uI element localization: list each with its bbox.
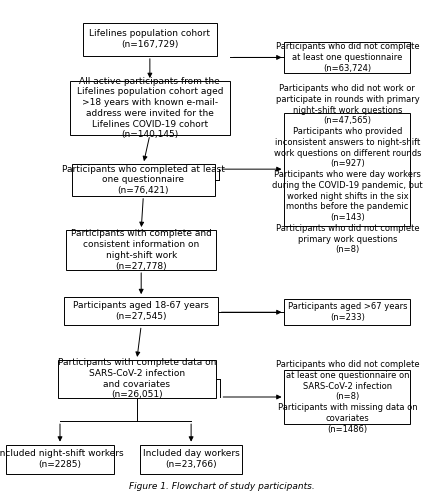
- Text: Participants with complete and
consistent information on
night-shift work
(n=27,: Participants with complete and consisten…: [71, 230, 212, 270]
- Text: Figure 1. Flowchart of study participants.: Figure 1. Flowchart of study participant…: [128, 482, 315, 490]
- Text: Participants who did not work or
participate in rounds with primary
night-shift : Participants who did not work or partici…: [272, 84, 423, 254]
- Text: Lifelines population cohort
(n=167,729): Lifelines population cohort (n=167,729): [89, 30, 210, 49]
- FancyBboxPatch shape: [140, 444, 242, 474]
- FancyBboxPatch shape: [6, 444, 114, 474]
- FancyBboxPatch shape: [82, 22, 217, 56]
- Text: Participants who did not complete
at least one questionnaire on
SARS-CoV-2 infec: Participants who did not complete at lea…: [276, 360, 419, 434]
- FancyBboxPatch shape: [284, 300, 410, 325]
- Text: Participants aged >67 years
(n=233): Participants aged >67 years (n=233): [288, 302, 407, 322]
- FancyBboxPatch shape: [284, 370, 410, 424]
- Text: Participants aged 18-67 years
(n=27,545): Participants aged 18-67 years (n=27,545): [73, 302, 209, 321]
- FancyBboxPatch shape: [58, 360, 216, 398]
- Text: All active participants from the
Lifelines population cohort aged
>18 years with: All active participants from the Lifelin…: [77, 76, 223, 140]
- Text: Participants with complete data on
SARS-CoV-2 infection
and covariates
(n=26,051: Participants with complete data on SARS-…: [58, 358, 216, 400]
- FancyBboxPatch shape: [70, 81, 230, 135]
- FancyBboxPatch shape: [72, 164, 215, 196]
- FancyBboxPatch shape: [284, 42, 410, 74]
- FancyBboxPatch shape: [66, 230, 216, 270]
- Text: Participants who completed at least
one questionnaire
(n=76,421): Participants who completed at least one …: [62, 164, 225, 195]
- FancyBboxPatch shape: [64, 297, 218, 326]
- Text: Included day workers
(n=23,766): Included day workers (n=23,766): [143, 450, 240, 469]
- Text: Included night-shift workers
(n=2285): Included night-shift workers (n=2285): [0, 450, 123, 469]
- FancyBboxPatch shape: [284, 113, 410, 226]
- Text: Participants who did not complete
at least one questionnaire
(n=63,724): Participants who did not complete at lea…: [276, 42, 419, 72]
